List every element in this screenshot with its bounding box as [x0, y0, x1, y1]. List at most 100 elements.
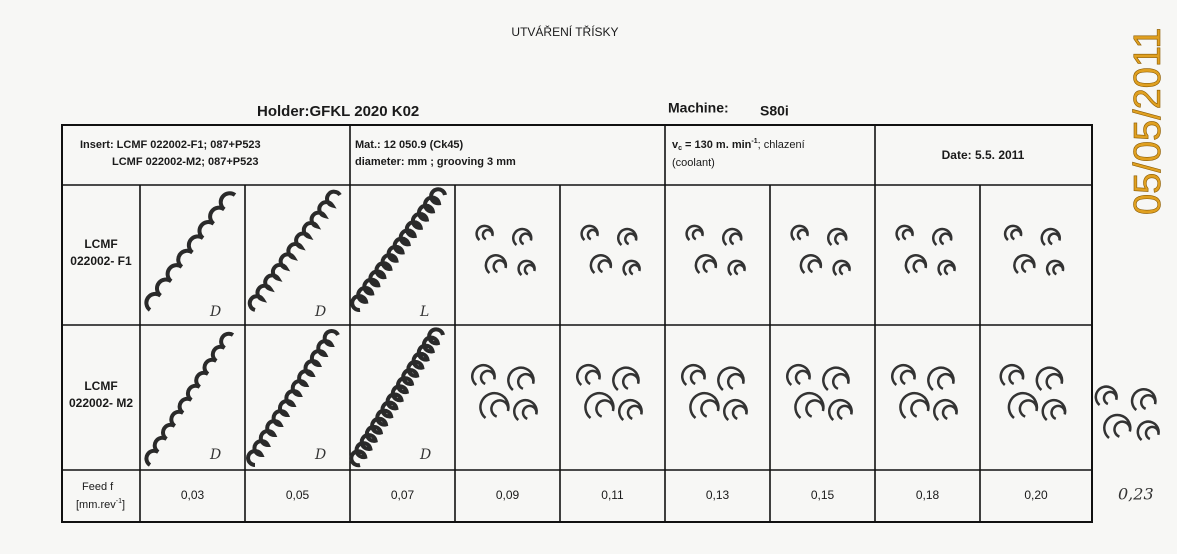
feed-value: 0,18 [916, 488, 940, 502]
page-title: UTVÁŘENÍ TŘÍSKY [511, 24, 618, 39]
chip [350, 187, 447, 313]
chip [144, 331, 235, 467]
coolant: ; chlazení [758, 139, 805, 151]
chip [479, 392, 510, 419]
machine-label: Machine: [668, 100, 729, 116]
chip [786, 363, 811, 386]
chip [1041, 398, 1067, 421]
chip [790, 224, 809, 241]
chip [722, 227, 743, 246]
feed-value: 0,15 [811, 488, 835, 502]
chip [580, 224, 599, 241]
chip [618, 398, 643, 421]
chip [937, 259, 956, 276]
chip [484, 254, 508, 274]
chip [1103, 413, 1132, 439]
material: Mat.: 12 050.9 (Ck45) [355, 139, 464, 151]
chip [685, 224, 704, 241]
bracket: ] [122, 499, 125, 511]
feed-label: Feed f [82, 481, 114, 493]
chip [1094, 385, 1118, 406]
chip [1045, 259, 1065, 276]
chip [681, 363, 706, 386]
subscript: c [678, 145, 682, 152]
chip [247, 189, 342, 312]
exponent: -1 [751, 138, 757, 145]
hand-mark: D [209, 304, 221, 320]
material: diameter: mm ; grooving 3 mm [355, 156, 516, 168]
chip [144, 191, 237, 312]
row-label: 022002- F1 [70, 254, 132, 268]
date: Date: 5.5. 2011 [942, 148, 1025, 162]
extra-feed: 0,23 [1118, 485, 1154, 504]
chip [932, 227, 953, 246]
speed: = 130 m. min [685, 139, 752, 151]
holder: Holder:GFKL 2020 K02 [257, 103, 419, 120]
chip [904, 254, 928, 274]
table-grid [61, 124, 1093, 523]
chip [717, 366, 745, 391]
feed-value: 0,05 [286, 488, 310, 502]
chip [799, 254, 823, 274]
chip [689, 392, 720, 419]
hand-mark: D [419, 447, 431, 463]
chip [246, 329, 340, 467]
machine: S80i [760, 103, 789, 119]
chip [507, 366, 535, 391]
coolant-note: (coolant) [672, 157, 715, 169]
chip [471, 363, 496, 386]
exponent: -1 [116, 498, 122, 505]
chip [475, 224, 494, 241]
chip [832, 259, 851, 276]
chip [927, 366, 955, 391]
chip [513, 398, 538, 421]
feed-value: 0,13 [706, 488, 730, 502]
insert: Insert: LCMF 022002-F1; 087+P523 [80, 139, 261, 151]
feed-value: 0,20 [1024, 488, 1048, 502]
chip [723, 398, 748, 421]
chip [891, 363, 916, 386]
date-stamp: 05/05/2011 [1127, 28, 1169, 215]
chip [1040, 227, 1061, 246]
chip [517, 259, 536, 276]
chip [1136, 420, 1160, 441]
chip [899, 392, 930, 419]
chip [622, 259, 641, 276]
chip [1035, 366, 1064, 391]
chip [794, 392, 825, 419]
hand-mark: L [419, 304, 429, 320]
feed-value: 0,07 [391, 488, 415, 502]
feed-value: 0,03 [181, 488, 205, 502]
chip [727, 259, 746, 276]
hand-mark: D [209, 447, 221, 463]
chip [1013, 254, 1036, 274]
chip [933, 398, 958, 421]
chip [576, 363, 601, 386]
insert: LCMF 022002-M2; 087+P523 [112, 156, 258, 168]
cutting-speed: vc = 130 m. min-1; chlazení [672, 138, 805, 152]
chip [828, 398, 853, 421]
row-label: LCMF [84, 379, 117, 393]
chip [584, 392, 615, 419]
chip [617, 227, 638, 246]
chip [999, 363, 1025, 386]
feed-value: 0,11 [601, 488, 624, 502]
hand-mark: D [314, 447, 326, 463]
chip [589, 254, 613, 274]
symbol: v [672, 139, 679, 151]
feed-value: 0,09 [496, 488, 520, 502]
hand-mark: D [314, 304, 326, 320]
chip [827, 227, 848, 246]
row-label: LCMF [84, 237, 117, 251]
chip [1007, 392, 1039, 419]
chip [1130, 388, 1157, 411]
chip [895, 224, 914, 241]
chip [822, 366, 850, 391]
row-label: 022002- M2 [69, 396, 133, 410]
unit: [mm.rev [76, 499, 116, 511]
chip [694, 254, 718, 274]
feed-unit: [mm.rev-1] [76, 498, 125, 511]
chip [512, 227, 533, 246]
